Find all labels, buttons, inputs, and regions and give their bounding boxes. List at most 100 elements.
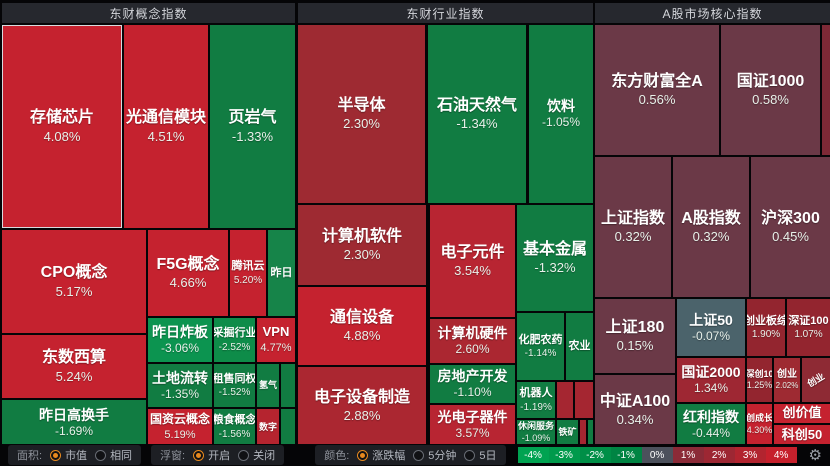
radio-option[interactable]: 5分钟 [413,447,456,463]
color-scale-legend: -4% -3% -2% -1% 0% 1% 2% 3% 4% [517,447,797,463]
treemap-tile[interactable]: 基本金属 -1.32% [517,205,593,311]
treemap-tile[interactable]: 红利指数 -0.44% [677,404,745,445]
treemap-tile[interactable]: 创成长 4.30% [747,404,772,445]
treemap-tile[interactable]: 机器人 -1.19% [517,382,555,418]
tile-label: 光电子器件 [437,409,508,426]
tile-value: -1.19% [520,401,552,413]
treemap-tile[interactable]: 创业 [802,358,830,402]
treemap-tile[interactable]: 休闲服务 -1.09% [517,420,555,445]
settings-gear-icon[interactable]: ⚙ [808,446,822,464]
radio-option-label: 5日 [479,450,497,462]
treemap-tile[interactable]: 页岩气 -1.33% [210,25,295,228]
tile-label: 东数西算 [41,349,106,367]
treemap-tile[interactable]: 租售同权 -1.52% [214,364,255,407]
radio-option-label: 关闭 [253,450,276,462]
tile-label: 创业 [777,368,797,380]
tile-value: -1.69% [54,423,94,438]
tile-value: -0.44% [691,425,731,440]
treemap-tile[interactable]: 通信设备 4.88% [298,287,426,365]
tile-label: 采掘行业 [214,327,255,340]
treemap-tile[interactable]: 上证指数 0.32% [595,157,671,297]
treemap-tile[interactable]: 化肥农药 -1.14% [517,313,564,380]
radio-button-icon [95,449,107,461]
tile-label: 国资云概念 [149,412,210,427]
treemap-tile[interactable]: 石油天然气 -1.34% [428,25,526,203]
treemap-tile[interactable]: 科创50 [774,425,830,445]
treemap-tile[interactable]: 饮料 -1.05% [529,25,593,203]
tile-value: 1.90% [751,329,781,341]
treemap-tile[interactable]: 深创10 1.25% [747,358,772,402]
radio-group-label: 颜色: [324,450,350,462]
treemap-tile[interactable]: 电子设备制造 2.88% [298,367,426,445]
color-mode-radio-group: 颜色: 涨跌幅 5分钟 5日 [315,445,506,465]
treemap-tile[interactable]: 计算机软件 2.30% [298,205,426,285]
tile-label: 页岩气 [228,109,277,127]
treemap-tile[interactable] [281,364,295,407]
float-window-radio-group: 浮窗: 开启 关闭 [151,445,285,465]
treemap-tile[interactable] [557,382,573,418]
treemap-tile[interactable] [575,382,593,418]
treemap-tile[interactable]: 创业 2.02% [774,358,800,402]
treemap-tile[interactable]: A股指数 0.32% [673,157,749,297]
treemap-tile[interactable]: 创价值 [774,404,830,423]
tile-label: 昨日 [270,266,293,279]
treemap-tile[interactable]: 东方财富全A 0.56% [595,25,719,155]
radio-option[interactable]: 相同 [95,447,132,463]
treemap-tile[interactable]: 数字 [257,409,279,445]
treemap-tile[interactable]: 昨日炸板 -3.06% [148,318,212,362]
treemap-tile[interactable]: 深证100 1.07% [787,299,830,356]
tile-label: 创价值 [782,405,822,421]
treemap-tile[interactable] [281,409,295,445]
treemap-tile[interactable]: 房地产开发 -1.10% [430,365,515,403]
radio-option[interactable]: 开启 [193,447,230,463]
tile-label: 中证A100 [599,392,671,410]
treemap-tile[interactable]: F5G概念 4.66% [148,230,228,316]
treemap-tile[interactable]: CPO概念 5.17% [2,230,146,333]
tile-label: 氢气 [258,380,277,391]
tile-value: -1.52% [218,387,251,399]
treemap-tile[interactable]: 光电子器件 3.57% [430,405,515,445]
treemap-tile[interactable]: 国资云概念 5.19% [148,409,212,445]
tile-label: 粮食概念 [214,414,255,427]
radio-option[interactable]: 5日 [464,447,497,463]
tile-value: -1.32% [534,260,576,276]
radio-option[interactable]: 涨跌幅 [357,447,405,463]
treemap-tile[interactable]: 光通信模块 4.51% [124,25,208,228]
treemap-tile[interactable]: 粮食概念 -1.56% [214,409,255,445]
treemap-tile[interactable]: 上证180 0.15% [595,299,675,373]
treemap-tile[interactable]: 半导体 2.30% [298,25,425,203]
treemap-tile[interactable]: 土地流转 -1.35% [148,364,212,407]
tile-value: 4.88% [343,328,381,344]
legend-swatch: 2% [703,447,735,463]
treemap-tile[interactable]: 计算机硬件 2.60% [430,319,515,363]
treemap-tile[interactable] [580,420,586,445]
treemap-tile[interactable]: 昨日高换手 -1.69% [2,400,146,445]
treemap-tile[interactable]: 昨日 [268,230,295,316]
treemap-tile[interactable]: VPN 4.77% [257,318,295,362]
treemap-tile[interactable]: 创业板综 1.90% [747,299,785,356]
treemap-tile[interactable]: 沪深300 0.45% [751,157,830,297]
treemap-tile[interactable]: 存储芯片 4.08% [2,25,122,228]
treemap-tile[interactable]: 国证2000 1.34% [677,358,745,402]
treemap-tile[interactable]: 上证50 -0.07% [677,299,745,356]
treemap-tile[interactable]: 腾讯云 5.20% [230,230,266,316]
treemap-tile[interactable]: 氢气 [257,364,279,407]
tile-label: 计算机软件 [321,227,402,245]
treemap-tile[interactable]: 农业 [566,313,593,380]
treemap-tile[interactable] [822,25,830,155]
treemap-tile[interactable]: 东数西算 5.24% [2,335,146,398]
radio-button-icon [193,449,205,461]
tile-label: 数字 [258,421,277,432]
treemap-tile[interactable]: 电子元件 3.54% [430,205,515,317]
tile-value: 5.20% [233,274,263,286]
treemap-tile[interactable]: 国证1000 0.58% [721,25,820,155]
tile-label: 昨日炸板 [152,324,208,341]
radio-option[interactable]: 关闭 [238,447,275,463]
treemap-tile[interactable]: 采掘行业 -2.52% [214,318,255,362]
tile-label: 国证2000 [681,364,741,381]
treemap-tile[interactable] [588,420,593,445]
tile-label: 深创10 [747,368,772,379]
treemap-tile[interactable]: 中证A100 0.34% [595,375,675,445]
radio-option[interactable]: 市值 [50,447,87,463]
treemap-tile[interactable]: 铁矿 [557,420,578,445]
